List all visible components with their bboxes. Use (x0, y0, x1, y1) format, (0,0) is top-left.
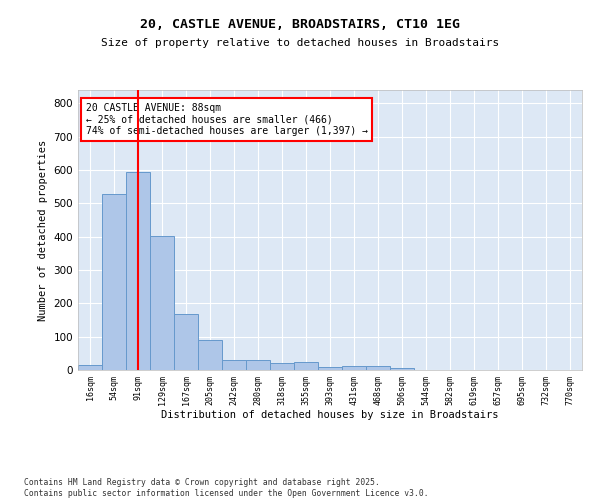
Bar (150, 236, 174, 370)
Bar (318, 366, 342, 370)
Bar (366, 366, 390, 370)
Bar (174, 314, 198, 370)
Text: Size of property relative to detached houses in Broadstairs: Size of property relative to detached ho… (101, 38, 499, 48)
Text: 20 CASTLE AVENUE: 88sqm
← 25% of detached houses are smaller (466)
74% of semi-d: 20 CASTLE AVENUE: 88sqm ← 25% of detache… (86, 102, 368, 136)
Bar (270, 363, 294, 370)
Bar (78, 365, 102, 370)
Bar (198, 340, 222, 370)
Bar (126, 172, 150, 370)
Bar (390, 368, 414, 370)
Bar (102, 194, 126, 370)
Bar (342, 366, 366, 370)
Text: 20, CASTLE AVENUE, BROADSTAIRS, CT10 1EG: 20, CASTLE AVENUE, BROADSTAIRS, CT10 1EG (140, 18, 460, 30)
Bar (222, 360, 246, 370)
Bar (294, 362, 318, 370)
X-axis label: Distribution of detached houses by size in Broadstairs: Distribution of detached houses by size … (161, 410, 499, 420)
Y-axis label: Number of detached properties: Number of detached properties (38, 140, 48, 320)
Bar (246, 360, 270, 370)
Text: Contains HM Land Registry data © Crown copyright and database right 2025.
Contai: Contains HM Land Registry data © Crown c… (24, 478, 428, 498)
